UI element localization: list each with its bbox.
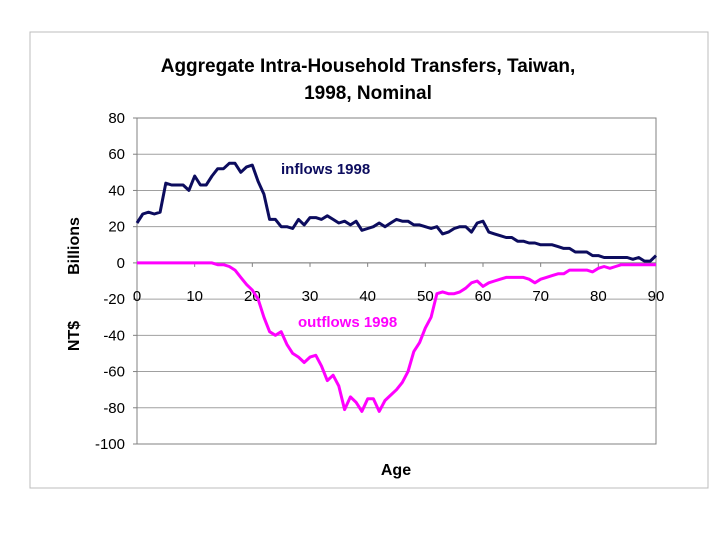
x-axis-label: Age — [381, 462, 411, 479]
x-tick-label: 30 — [302, 288, 319, 305]
y-axis-label-ntd: NT$ — [66, 321, 83, 351]
plot-area — [136, 117, 657, 445]
y-tick-label: -20 — [103, 291, 125, 308]
chart-frame — [29, 31, 709, 489]
x-tick-label: 90 — [648, 288, 665, 305]
y-tick-labels: 80 60 40 20 0 -20 -40 -60 -80 -100 — [95, 110, 137, 453]
series-lines — [135, 161, 658, 413]
x-tick-label: 10 — [186, 288, 203, 305]
y-tick-label: 20 — [108, 219, 125, 236]
x-tick-label: 50 — [417, 288, 434, 305]
y-axis-label-billions: Billions — [66, 217, 83, 275]
series-label-outflows: outflows 1998 — [298, 314, 397, 331]
y-tick-label: 40 — [108, 182, 125, 199]
y-tick-label: 0 — [117, 255, 125, 272]
x-tick-label: 70 — [532, 288, 549, 305]
x-tick-labels: 0 10 20 30 40 50 60 70 80 90 — [133, 262, 665, 305]
gridlines — [137, 153, 656, 409]
chart-title-line-2: 1998, Nominal — [304, 83, 432, 104]
y-tick-label: -100 — [95, 436, 125, 453]
y-tick-label: -80 — [103, 400, 125, 417]
outflows-series-line — [137, 261, 656, 413]
chart-title-line-1: Aggregate Intra-Household Transfers, Tai… — [161, 56, 576, 77]
y-tick-label: 80 — [108, 110, 125, 127]
y-tick-label: -40 — [103, 327, 125, 344]
inflows-series-line — [135, 161, 658, 263]
x-tick-label: 0 — [133, 288, 141, 305]
x-tick-label: 20 — [244, 288, 261, 305]
x-tick-label: 60 — [475, 288, 492, 305]
series-label-inflows: inflows 1998 — [281, 161, 370, 178]
y-tick-label: -60 — [103, 364, 125, 381]
y-tick-label: 60 — [108, 146, 125, 163]
x-tick-label: 40 — [359, 288, 376, 305]
x-tick-label: 80 — [590, 288, 607, 305]
